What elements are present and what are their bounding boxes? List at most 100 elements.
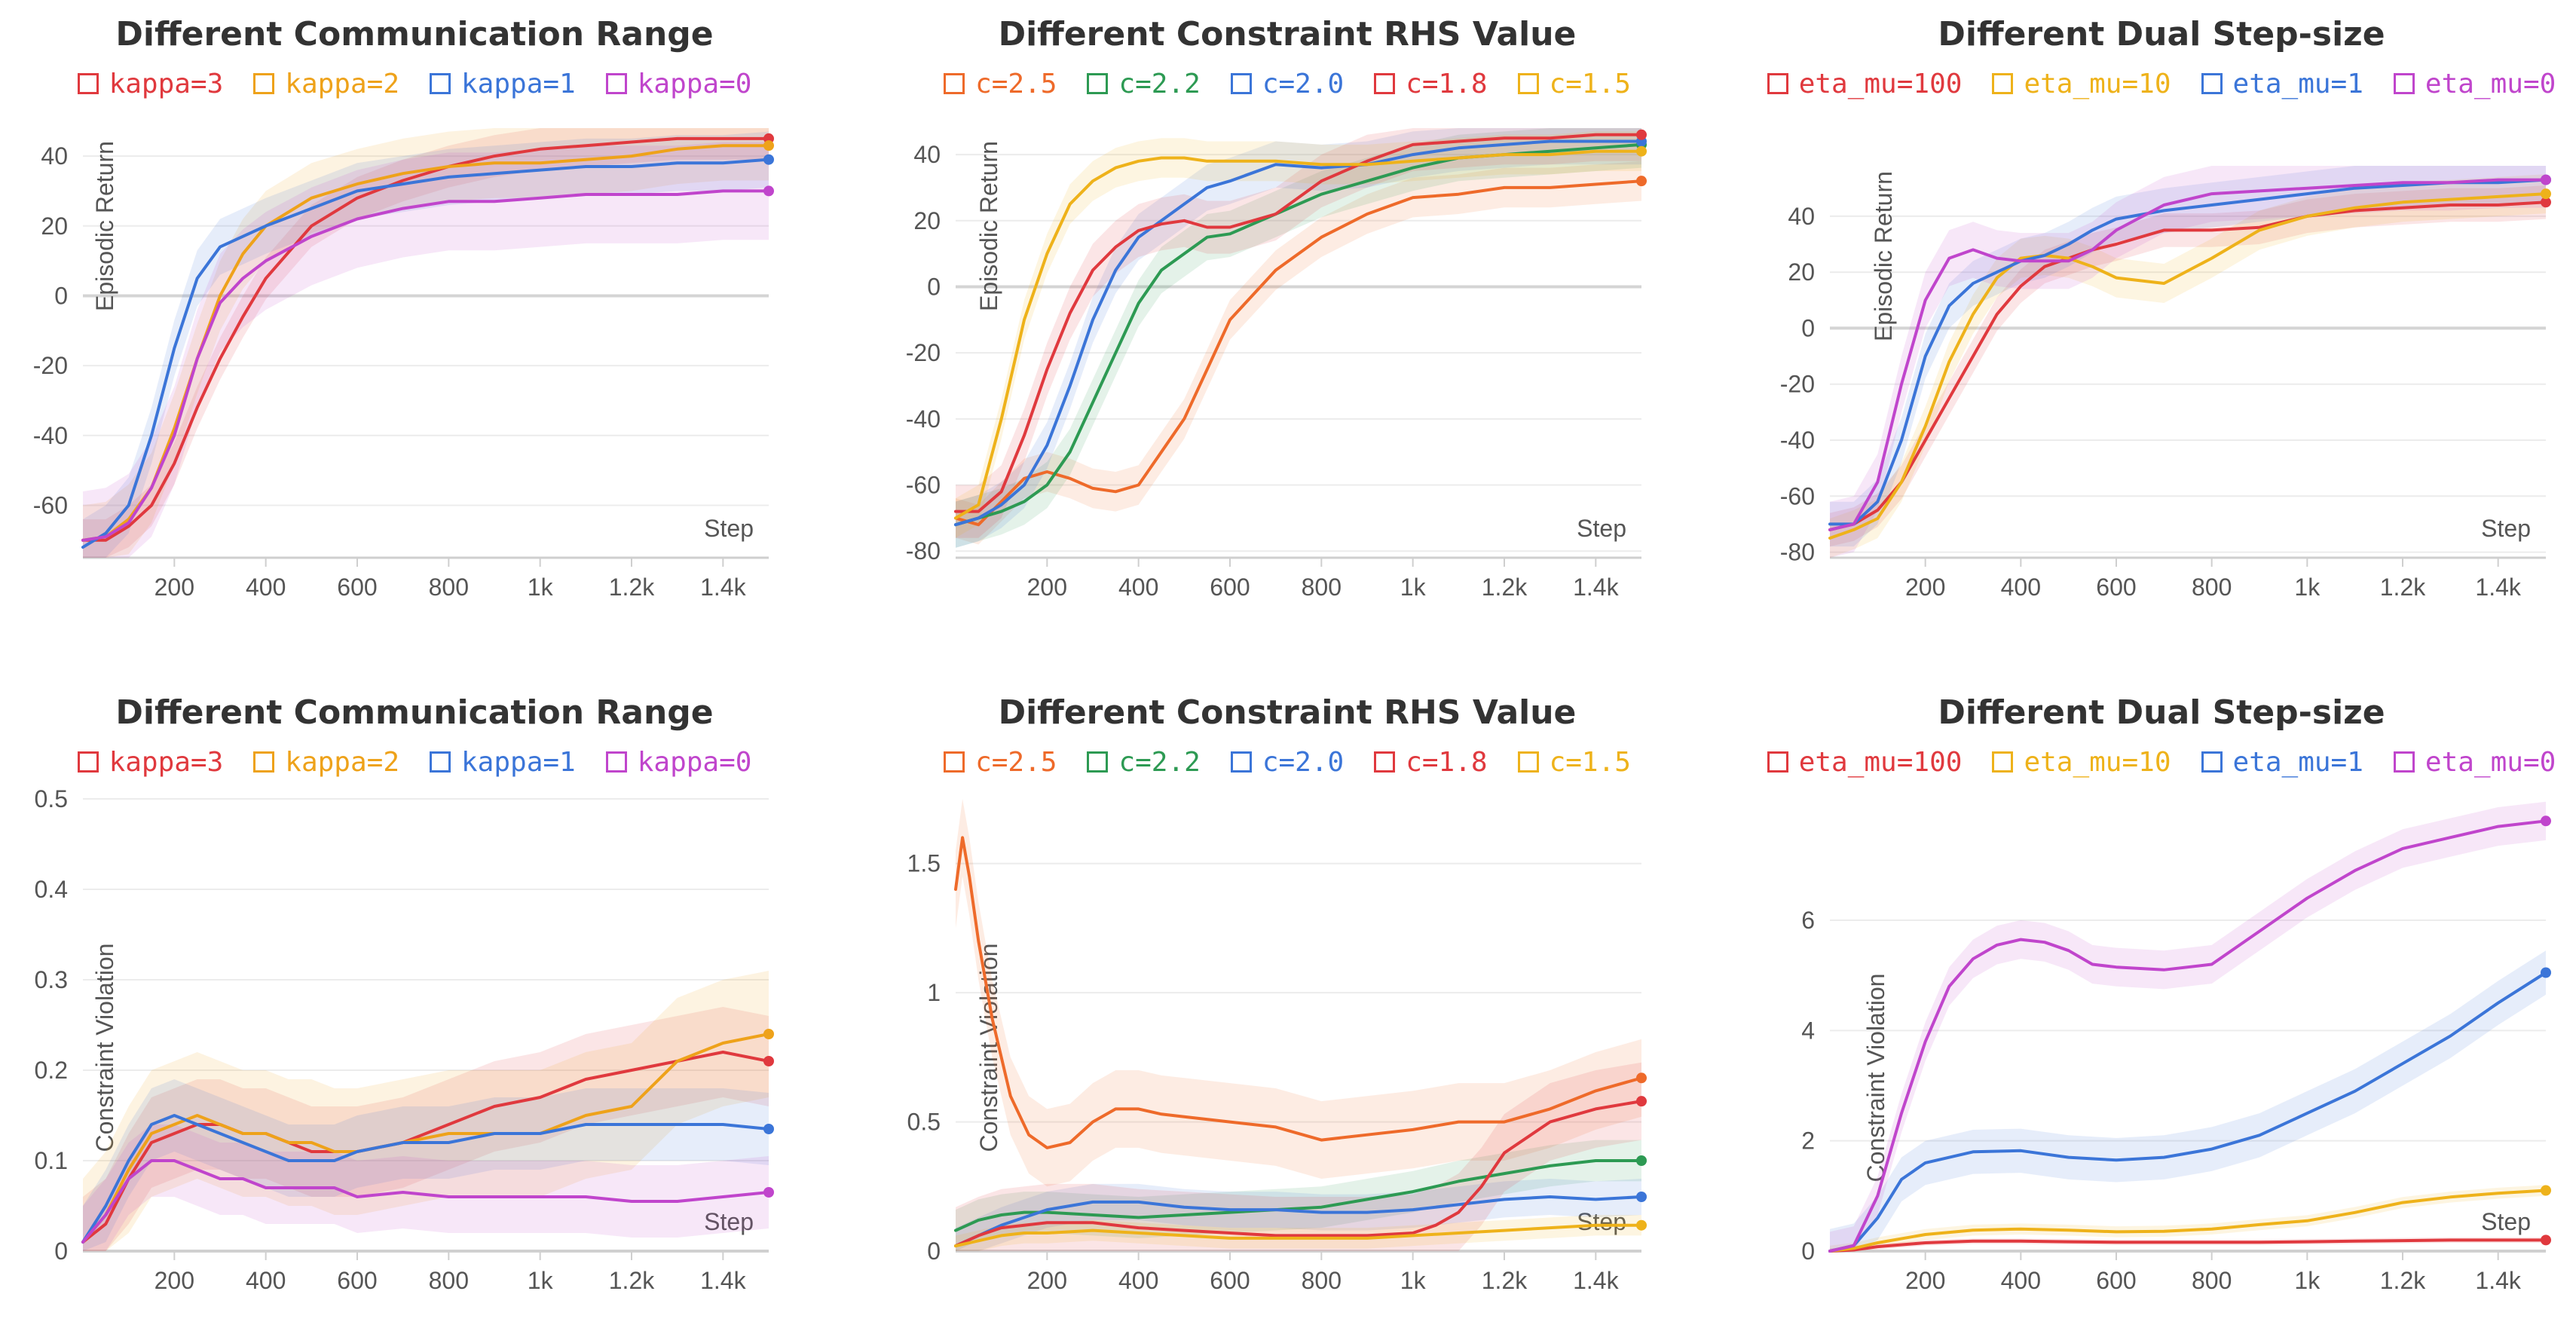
legend-item[interactable]: kappa=2: [253, 65, 399, 104]
series-end-point: [763, 1029, 774, 1039]
legend-item[interactable]: kappa=1: [430, 65, 576, 104]
legend-item[interactable]: c=1.5: [1517, 743, 1631, 782]
legend-item[interactable]: eta_mu=0: [2393, 65, 2556, 104]
x-tick-label: 800: [1302, 574, 1342, 601]
series-end-point: [1636, 1155, 1647, 1166]
series-end-point: [763, 1056, 774, 1066]
legend-label: eta_mu=1: [2232, 69, 2363, 99]
series-band: [1830, 174, 2546, 558]
y-tick-label: -80: [1780, 539, 1815, 566]
series-line: [81, 1159, 770, 1244]
x-axis-label: Step: [1577, 515, 1626, 542]
y-tick-label: 0.5: [907, 1109, 941, 1136]
series-end-point: [2541, 188, 2551, 200]
x-tick-label: 1k: [528, 1267, 554, 1294]
legend-swatch: [1992, 73, 2014, 94]
legend-swatch: [1374, 751, 1396, 773]
series-end-point: [1636, 145, 1647, 157]
legend-item[interactable]: c=2.5: [944, 65, 1057, 104]
legend-item[interactable]: kappa=3: [77, 65, 223, 104]
x-tick-label: 200: [1027, 574, 1067, 601]
series-end-point: [2541, 1235, 2551, 1246]
series-line: [954, 1195, 1643, 1248]
legend-item[interactable]: eta_mu=10: [1992, 65, 2171, 104]
legend-item[interactable]: c=1.8: [1374, 743, 1488, 782]
legend-item[interactable]: c=2.0: [1230, 743, 1344, 782]
x-tick-label: 1k: [1400, 574, 1427, 601]
series-line: [1828, 192, 2547, 540]
series-line: [1828, 178, 2547, 531]
y-tick-label: 40: [913, 141, 941, 168]
y-tick-label: 0.5: [35, 785, 68, 812]
legend-item[interactable]: eta_mu=0: [2393, 743, 2556, 782]
chart-panel-return-comm-range: Different Communication Range kappa=3 kap…: [0, 0, 829, 656]
legend-swatch: [944, 73, 965, 94]
legend-item[interactable]: kappa=2: [253, 743, 399, 782]
legend-label: kappa=1: [461, 747, 576, 778]
x-tick-label: 600: [337, 1267, 377, 1294]
legend-swatch: [253, 751, 275, 773]
legend-swatch: [605, 751, 627, 773]
chart-title: Different Constraint RHS Value: [998, 693, 1577, 732]
chart-plot: -80 -60 -40 -20 0 20 40 200 400 600 800 1k 1.2k 1.4k S…: [1780, 166, 2551, 601]
legend-item[interactable]: c=1.5: [1517, 65, 1631, 104]
legend-label: c=1.8: [1406, 69, 1488, 99]
y-tick-label: 0.1: [35, 1147, 68, 1174]
x-tick-label: 600: [2096, 574, 2136, 601]
series-end-point: [2541, 967, 2551, 978]
x-tick-label: 200: [1905, 1267, 1945, 1294]
x-tick-label: 600: [2096, 1267, 2136, 1294]
chart-panel-return-dual-step: Different Dual Step-size eta_mu=100 eta_m…: [1747, 0, 2576, 656]
legend-item[interactable]: kappa=1: [430, 743, 576, 782]
legend-swatch: [1230, 751, 1252, 773]
legend-item[interactable]: eta_mu=100: [1767, 743, 1962, 782]
legend-item[interactable]: kappa=0: [605, 65, 752, 104]
y-axis-label: Constraint Violation: [1862, 974, 1889, 1183]
series-line: [81, 1051, 770, 1244]
x-tick-label: 1.4k: [700, 574, 746, 601]
y-tick-label: 0: [54, 282, 68, 309]
legend-item[interactable]: c=2.2: [1087, 65, 1201, 104]
legend-swatch: [1517, 751, 1539, 773]
x-tick-label: 1.4k: [1573, 574, 1619, 601]
legend-label: eta_mu=0: [2425, 69, 2556, 99]
legend-label: kappa=0: [637, 69, 752, 99]
series-line: [81, 1033, 770, 1244]
y-tick-label: -60: [33, 491, 68, 519]
series-band: [1830, 801, 2546, 1251]
chart-plot: -80 -60 -40 -20 0 20 40 200 400 600 800 1k 1.2k 1.4k S…: [906, 128, 1647, 601]
legend-item[interactable]: eta_mu=1: [2201, 65, 2363, 104]
legend-item[interactable]: kappa=0: [605, 743, 751, 782]
legend-item[interactable]: eta_mu=100: [1767, 65, 1962, 104]
legend-item[interactable]: eta_mu=10: [1992, 743, 2171, 782]
series-end-point: [1636, 1096, 1647, 1107]
y-tick-label: -60: [1780, 482, 1815, 509]
x-tick-label: 800: [1302, 1267, 1342, 1294]
legend-label: eta_mu=0: [2425, 747, 2556, 778]
x-tick-label: 400: [1118, 574, 1158, 601]
legend-swatch: [1992, 751, 2014, 773]
legend-item[interactable]: eta_mu=1: [2201, 743, 2363, 782]
legend-item[interactable]: c=2.2: [1087, 743, 1201, 782]
y-tick-label: 20: [913, 207, 941, 234]
chart-panel-violation-comm-range: Different Communication Range kappa=3 kap…: [0, 678, 829, 1334]
x-tick-label: 800: [2192, 574, 2232, 601]
legend-item[interactable]: c=1.8: [1374, 65, 1488, 104]
x-tick-label: 1k: [1400, 1267, 1427, 1294]
chart-plot: 0 0.1 0.2 0.3 0.4 0.5 200 400 600 800 1k 1.2k 1.4k St…: [35, 785, 774, 1294]
x-tick-label: 1.2k: [609, 574, 655, 601]
y-tick-label: 0: [927, 1238, 941, 1265]
y-tick-label: -40: [906, 405, 941, 433]
legend-label: c=2.2: [1118, 69, 1201, 99]
x-tick-label: 800: [2192, 1267, 2232, 1294]
y-tick-label: 2: [1801, 1127, 1815, 1155]
legend-item[interactable]: c=2.0: [1230, 65, 1344, 104]
series-line: [1828, 1238, 2547, 1253]
x-tick-label: 1.2k: [609, 1267, 655, 1294]
x-tick-label: 1.2k: [2380, 574, 2426, 601]
series-end-point: [2541, 1185, 2551, 1196]
legend-item[interactable]: kappa=3: [77, 743, 223, 782]
legend-item[interactable]: c=2.5: [944, 743, 1057, 782]
legend-label: c=2.5: [975, 747, 1057, 778]
